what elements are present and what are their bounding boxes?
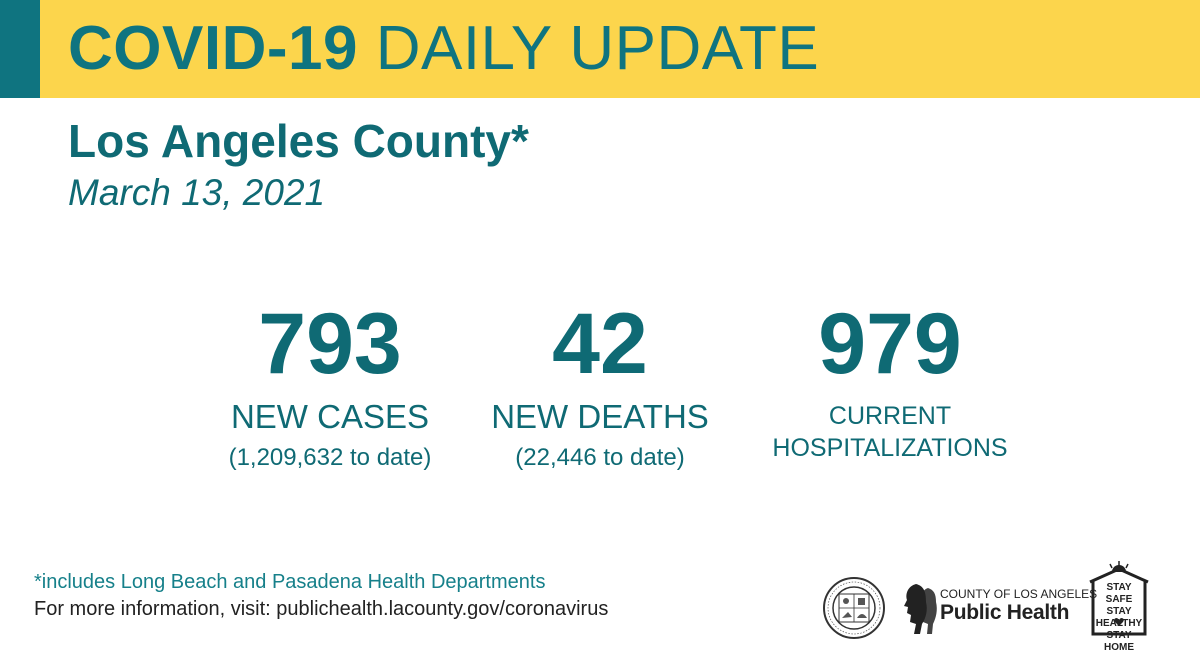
stay-safe-line1: STAY SAFE [1105,582,1133,605]
stat-new-deaths: 42 NEW DEATHS (22,446 to date) [430,300,770,474]
new-deaths-value: 42 [552,296,648,392]
report-date: March 13, 2021 [68,172,326,213]
stat-hospitalizations: 979 CURRENT HOSPITALIZATIONS [720,300,1060,464]
stay-safe-line2: STAY HEALTHY [1095,606,1143,629]
stay-safe-text: STAY SAFE STAY HEALTHY STAY HOME [1093,582,1145,654]
hospitalizations-label-line2: HOSPITALIZATIONS [772,434,1008,462]
more-info-link[interactable]: For more information, visit: publichealt… [34,598,609,620]
stay-safe-logo: STAY SAFE STAY HEALTHY STAY HOME [1086,560,1152,653]
banner-title-bold: COVID-19 [68,14,358,83]
header-banner: COVID-19 DAILY UPDATE [0,0,1200,98]
public-health-text: Public Health [940,601,1070,624]
new-deaths-label: NEW DEATHS [491,398,709,435]
profile-silhouettes-icon [904,584,937,634]
public-health-logo: COUNTY OF LOS ANGELES Public Health [902,578,1097,638]
cases-to-date: (1,209,632 to date) [228,444,432,471]
banner-title-light: DAILY UPDATE [375,14,820,83]
county-seal-icon [822,576,886,640]
deaths-to-date: (22,446 to date) [515,444,685,471]
banner-accent-bar [0,0,40,98]
public-health-county-text: COUNTY OF LOS ANGELES [940,587,1098,601]
stat-new-cases: 793 NEW CASES (1,209,632 to date) [160,300,500,474]
banner-title: COVID-19 DAILY UPDATE [68,13,819,85]
new-cases-label: NEW CASES [230,398,430,435]
region-title: Los Angeles County* [68,115,529,167]
footnote: *includes Long Beach and Pasadena Health… [34,571,546,593]
stay-safe-line3: STAY HOME [1104,630,1134,653]
hospitalizations-value: 979 [818,296,962,392]
hospitalizations-label-line1: CURRENT [828,402,952,430]
new-cases-value: 793 [258,296,402,392]
